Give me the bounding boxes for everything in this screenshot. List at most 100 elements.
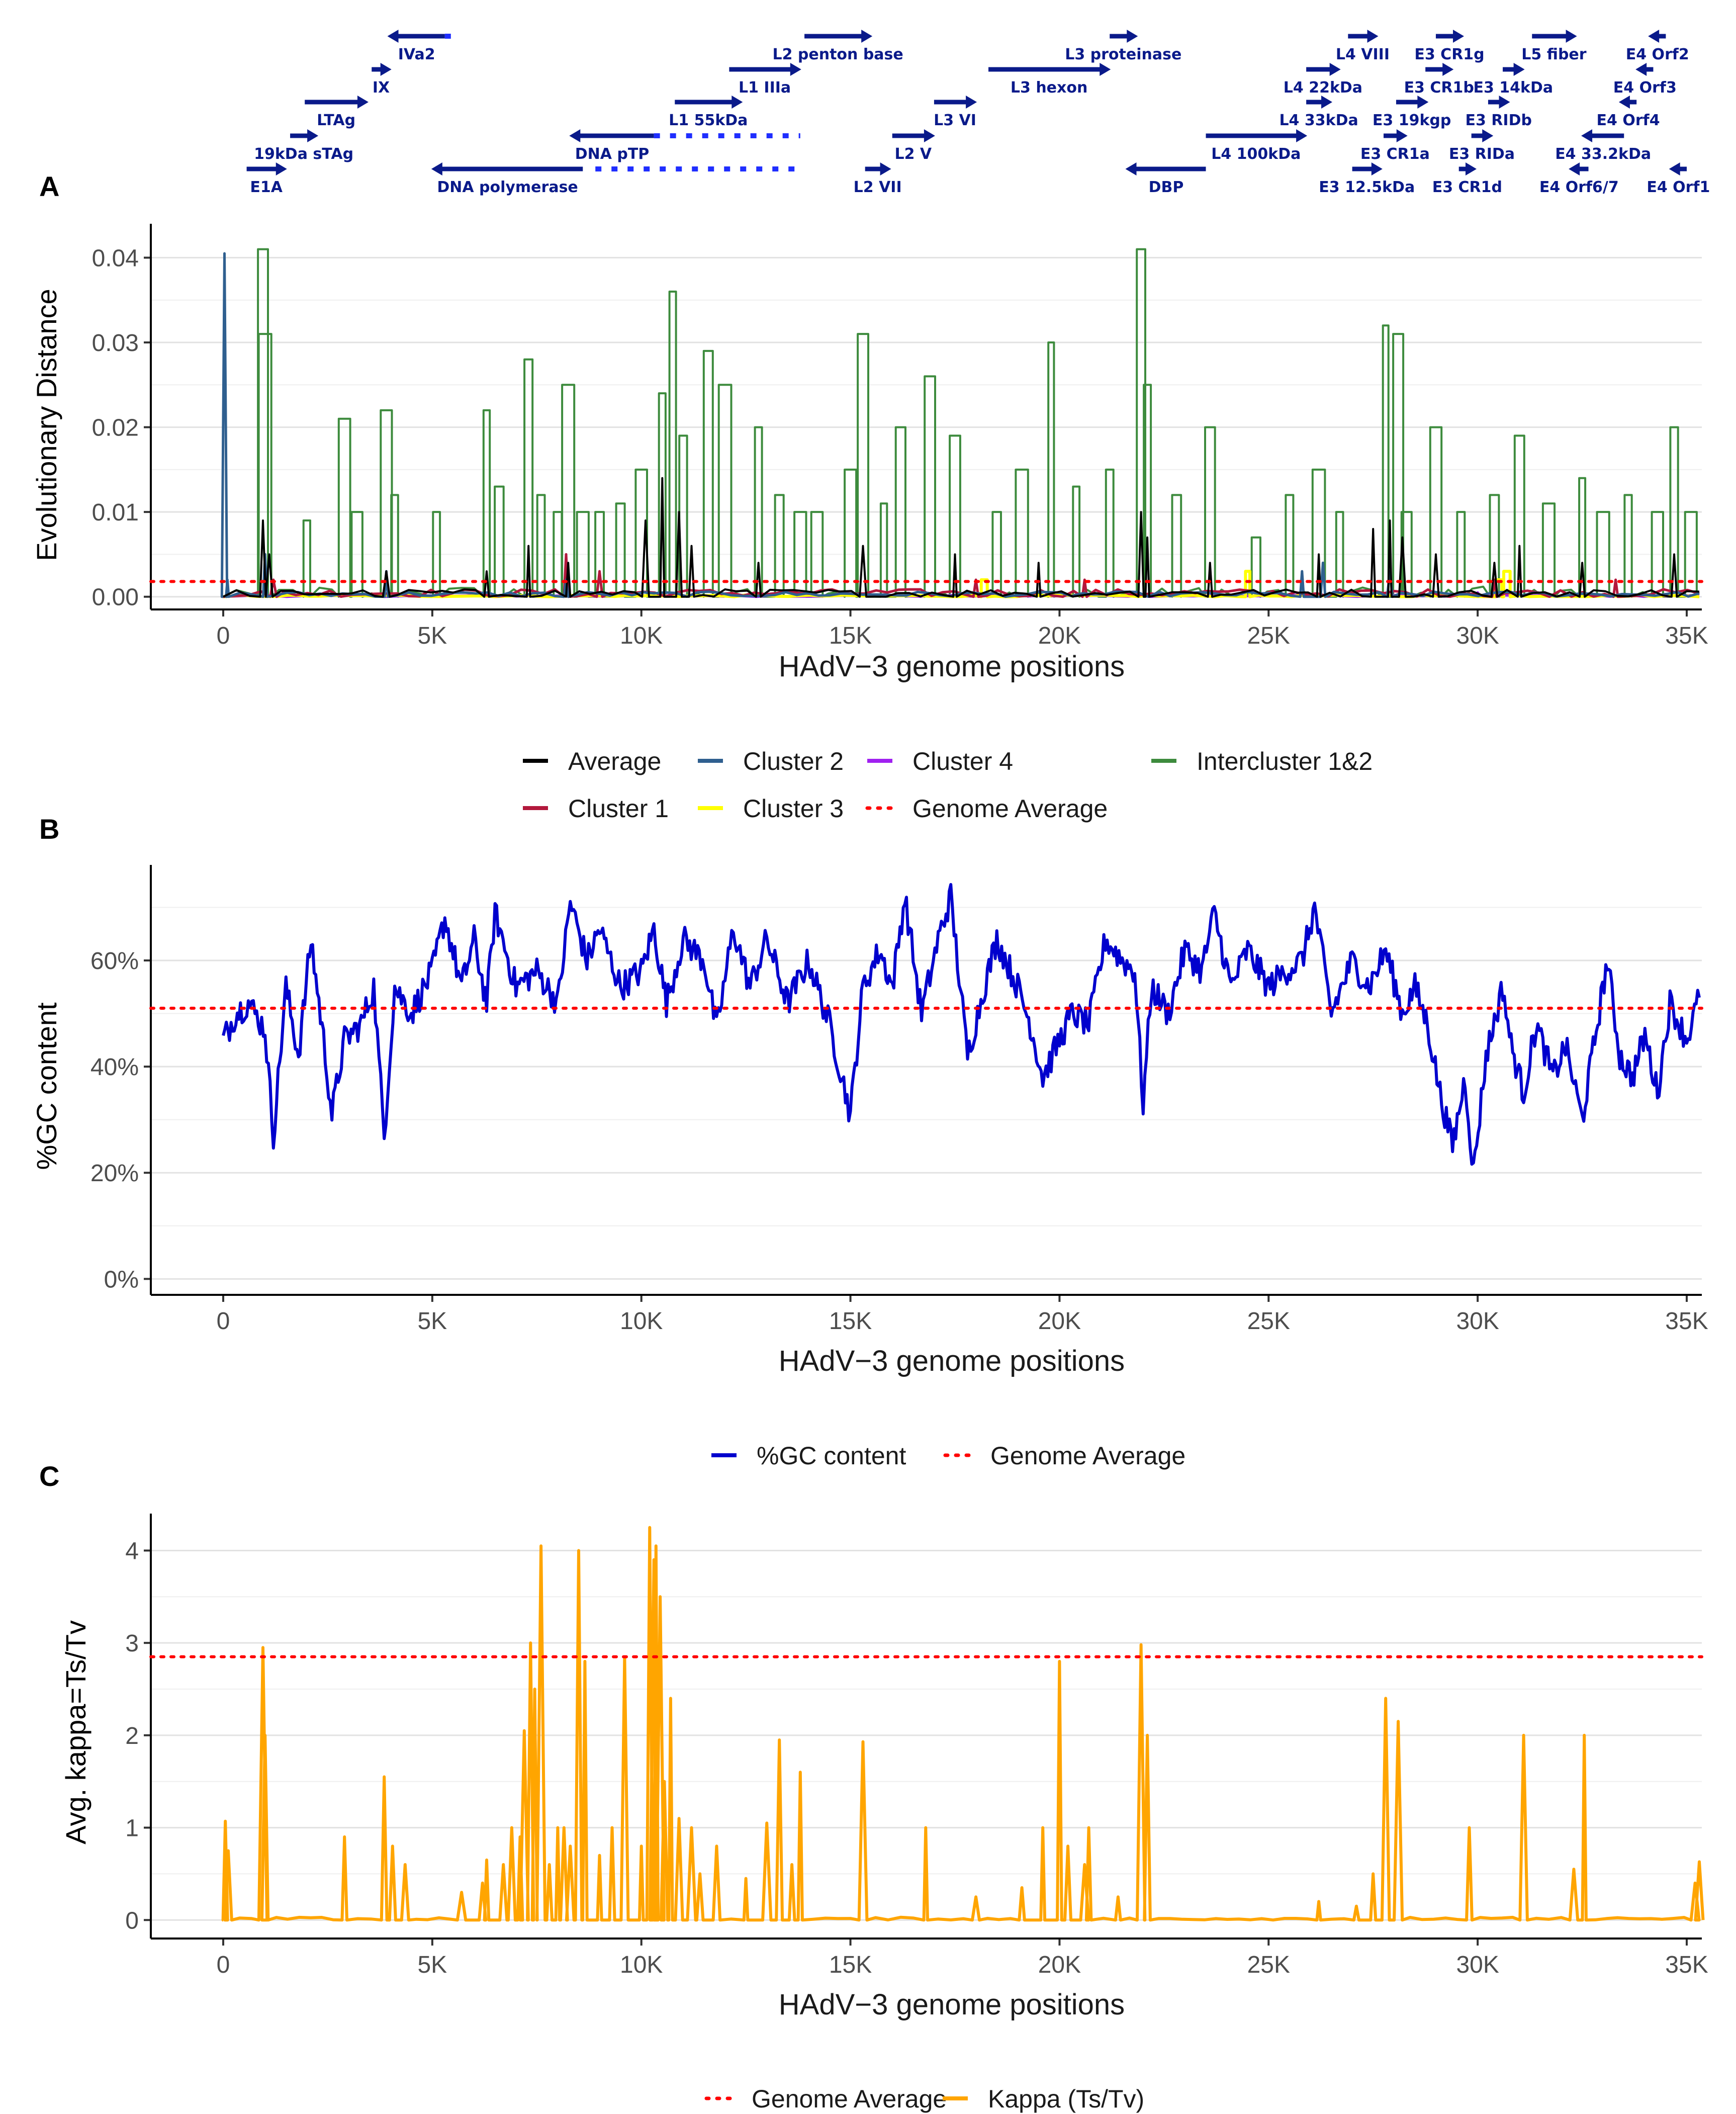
legend-label: Kappa (Ts/Tv): [988, 2085, 1144, 2113]
x-tick-label: 25K: [1247, 623, 1290, 649]
x-tick-label: 0: [217, 1308, 230, 1335]
gene-label: E3 CR1d: [1432, 179, 1502, 196]
x-tick-label: 20K: [1038, 1952, 1081, 1978]
x-tick-label: 0: [217, 623, 230, 649]
gene-arrow-head: [1125, 162, 1137, 175]
x-tick-label: 35K: [1665, 1308, 1708, 1335]
gene-label: E4 33.2kDa: [1555, 145, 1651, 163]
legend-label: Genome Average: [912, 795, 1108, 823]
gene-arrow-head: [790, 63, 801, 76]
gene-arrow-head: [1396, 129, 1408, 142]
x-tick-label: 15K: [829, 1308, 872, 1335]
gene-arrow-head: [924, 129, 935, 142]
series-line-average: [223, 477, 1700, 598]
gene-arrow-head: [1482, 129, 1494, 142]
series-line-kappa: [221, 1526, 1705, 1922]
gene-label: L3 hexon: [1011, 79, 1087, 97]
gene-label: DNA polymerase: [437, 179, 578, 196]
gene-label: IVa2: [398, 46, 435, 63]
x-tick-label: 35K: [1665, 1952, 1708, 1978]
gene-arrow-head: [1581, 129, 1593, 142]
gene-label: L4 100kDa: [1211, 145, 1301, 163]
gene-arrow-head: [1453, 30, 1465, 43]
gene-arrow-head: [276, 162, 287, 175]
x-tick-label: 5K: [417, 1952, 447, 1978]
gene-label: L2 V: [895, 145, 932, 163]
gene-label: E4 Orf4: [1597, 112, 1660, 129]
gene-arrow-head: [1566, 30, 1577, 43]
gene-label: L1 55kDa: [669, 112, 748, 129]
legend-label: Intercluster 1&2: [1197, 747, 1373, 775]
x-tick-label: 30K: [1456, 1308, 1499, 1335]
panel-b-xlabel: HAdV−3 genome positions: [779, 1345, 1125, 1377]
gene-label: E1A: [250, 179, 283, 196]
gene-arrow-head: [1648, 30, 1660, 43]
gene-arrow-head: [1329, 63, 1341, 76]
gene-arrow-head: [1569, 162, 1580, 175]
y-tick-label: 4: [125, 1538, 139, 1564]
gene-label: E3 CR1a: [1360, 145, 1430, 163]
gene-arrow-head: [307, 129, 319, 142]
gene-arrow-head: [861, 30, 873, 43]
gene-arrow-head: [431, 162, 442, 175]
y-tick-label: 0.02: [92, 415, 139, 442]
gene-arrow-head: [1499, 96, 1510, 109]
gene-label: E3 CR1b: [1404, 79, 1474, 97]
gene-arrow-head: [1127, 30, 1138, 43]
gene-arrow-head: [1465, 162, 1477, 175]
gene-label: E3 14kDa: [1474, 79, 1554, 97]
legend-label: %GC content: [757, 1442, 906, 1470]
gene-label: L4 33kDa: [1279, 112, 1358, 129]
gene-arrow-head: [380, 63, 392, 76]
gene-arrow-head: [1367, 30, 1379, 43]
gene-arrow-head: [1669, 162, 1680, 175]
gene-label: E4 Orf2: [1626, 46, 1689, 63]
gene-label: IX: [373, 79, 390, 97]
y-tick-label: 20%: [90, 1160, 139, 1187]
gene-label: L2 VII: [854, 179, 902, 196]
panel-c-label: C: [39, 1460, 59, 1492]
gene-arrow-head: [880, 162, 891, 175]
panel-b-gc-content: 0% 20% 40% 60% 0 5K 10K 15K 20K 25K 30K 35K: [90, 865, 1708, 1335]
x-tick-label: 30K: [1456, 623, 1499, 649]
gene-arrow-head: [1618, 96, 1630, 109]
x-tick-label: 35K: [1665, 623, 1708, 649]
panel-c-legend: Genome Average Kappa (Ts/Tv): [704, 2085, 1144, 2113]
y-tick-label: 2: [125, 1723, 139, 1749]
legend-label: Average: [568, 747, 661, 775]
panel-c-kappa: 0 1 2 3 4 0 5K 10K 15K 20K 25K 30K 35K: [125, 1514, 1708, 1978]
panel-b-ylabel: %GC content: [31, 1002, 62, 1170]
gene-label: DNA pTP: [575, 145, 650, 163]
gene-label: 19kDa sTAg: [254, 145, 353, 163]
y-tick-label: 0.03: [92, 330, 139, 357]
gene-arrow-head: [569, 129, 581, 142]
panel-a-xlabel: HAdV−3 genome positions: [779, 650, 1125, 683]
gene-label: L2 penton base: [772, 46, 903, 63]
gene-label: DBP: [1149, 179, 1184, 196]
gene-arrow-head: [1371, 162, 1383, 175]
gene-label: E4 Orf1: [1647, 179, 1710, 196]
panel-c-xlabel: HAdV−3 genome positions: [779, 1988, 1125, 2021]
gene-arrow-head: [1417, 96, 1429, 109]
legend-label: Cluster 4: [912, 747, 1013, 775]
x-tick-label: 15K: [829, 1952, 872, 1978]
gene-arrow-head: [357, 96, 369, 109]
gene-label: L5 fiber: [1521, 46, 1586, 63]
x-tick-label: 0: [217, 1952, 230, 1978]
legend-label: Genome Average: [752, 2085, 947, 2113]
y-tick-label: 60%: [90, 948, 139, 975]
gene-arrow-head: [387, 30, 399, 43]
y-tick-label: 0.01: [92, 499, 139, 526]
gene-arrow-head: [1513, 63, 1525, 76]
gene-label: E4 Orf6/7: [1539, 179, 1619, 196]
x-tick-label: 5K: [417, 623, 447, 649]
legend-label: Cluster 1: [568, 795, 669, 823]
gene-annotation-map: E1A 19kDa sTAg LTAg IX IVa2 DNA polymerase DNA…: [246, 30, 1710, 196]
gene-label: L3 VI: [934, 112, 976, 129]
gene-arrow-head: [1296, 129, 1308, 142]
panel-c-ylabel: Avg. kappa=Ts/Tv: [60, 1620, 92, 1844]
x-tick-label: 5K: [417, 1308, 447, 1335]
panel-a-ylabel: Evolutionary Distance: [31, 289, 62, 561]
x-tick-label: 10K: [620, 1952, 663, 1978]
series-line-intercluster-1-2: [223, 248, 1698, 598]
